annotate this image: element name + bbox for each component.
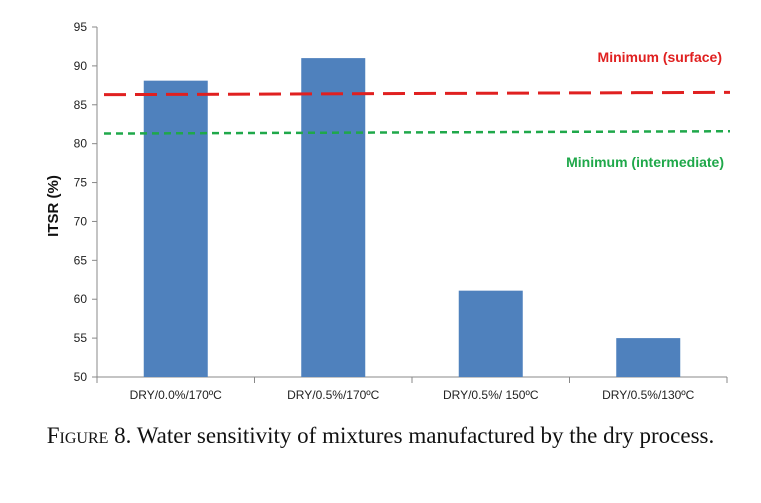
y-tick-label: 50: [74, 370, 88, 384]
bar: [301, 58, 366, 377]
caption-text: Water sensitivity of mixtures manufactur…: [136, 423, 715, 448]
reference-lines: [103, 90, 731, 135]
x-tick-label: DRY/0.5%/ 150ºC: [443, 388, 539, 402]
y-tick-label: 95: [74, 20, 88, 34]
y-tick-label: 60: [74, 292, 88, 306]
x-tick-label: DRY/0.0%/170ºC: [130, 388, 223, 402]
bar: [616, 338, 681, 377]
itsr-bar-chart: 50 55 60 65 70 75 80 85 90 95 DRY/0.0%/170ºC DRY/0.…: [45, 20, 731, 402]
figure-number: Figure 8.: [46, 423, 132, 448]
y-tick-label: 75: [74, 176, 88, 190]
minimum-surface-label: Minimum (surface): [598, 49, 722, 65]
y-tick-label: 90: [74, 59, 88, 73]
minimum-intermediate-line: [103, 129, 731, 135]
bar: [458, 290, 523, 377]
x-tick-label: DRY/0.5%/170ºC: [287, 388, 380, 402]
bars: [143, 58, 681, 378]
y-tick-label: 55: [74, 331, 88, 345]
y-tick-label: 85: [74, 98, 88, 112]
x-tick-label: DRY/0.5%/130ºC: [602, 388, 695, 402]
y-tick-label: 80: [74, 137, 88, 151]
y-tick-label: 70: [74, 214, 88, 228]
minimum-intermediate-label: Minimum (intermediate): [566, 154, 724, 170]
y-tick-label: 65: [74, 253, 88, 267]
axes: 50 55 60 65 70 75 80 85 90 95 DRY/0.0%/170ºC DRY/0.…: [74, 20, 728, 402]
figure-caption: Figure 8. Water sensitivity of mixtures …: [20, 420, 741, 452]
y-axis-label: ITSR (%): [45, 175, 62, 237]
minimum-surface-line: [103, 90, 731, 97]
bar: [143, 80, 208, 378]
